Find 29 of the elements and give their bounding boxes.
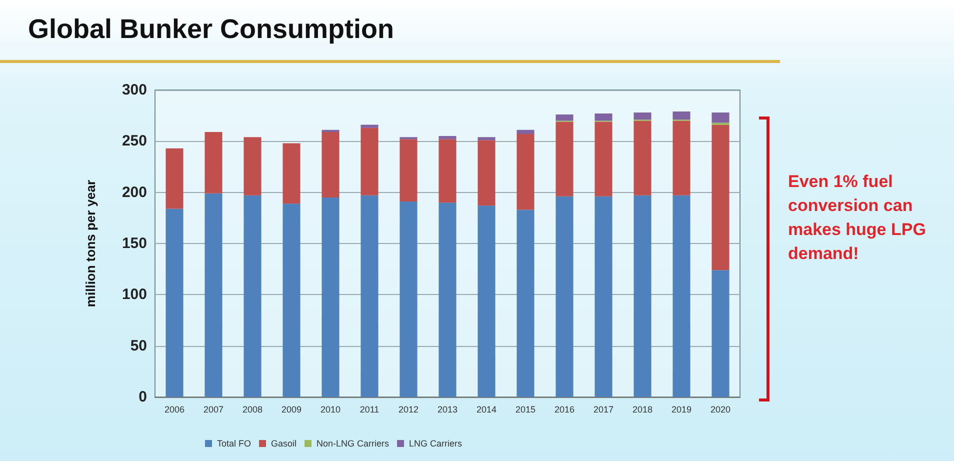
- legend-label: LNG Carriers: [409, 438, 463, 448]
- y-tick-label: 50: [130, 337, 147, 354]
- x-tick-label: 2019: [671, 404, 692, 414]
- x-tick-label: 2018: [632, 404, 653, 414]
- x-tick-label: 2020: [710, 404, 731, 414]
- x-tick-label: 2009: [281, 404, 302, 414]
- legend-label: Gasoil: [271, 438, 297, 448]
- x-tick-label: 2016: [554, 404, 575, 414]
- legend-label: Total FO: [217, 438, 252, 448]
- y-tick-label: 150: [122, 235, 147, 252]
- y-tick-label: 300: [122, 82, 147, 98]
- y-tick-label: 0: [138, 388, 147, 406]
- x-tick-label: 2008: [242, 404, 263, 414]
- y-axis-title: million tons per year: [83, 180, 98, 308]
- legend-label: Non-LNG Carriers: [316, 438, 390, 448]
- x-tick-label: 2017: [593, 404, 614, 414]
- x-tick-label: 2006: [164, 404, 185, 414]
- x-tick-label: 2011: [360, 404, 380, 414]
- x-tick-label: 2010: [320, 404, 341, 414]
- x-tick-label: 2015: [515, 404, 536, 414]
- x-tick-label: 2014: [476, 404, 497, 414]
- y-tick-label: 200: [122, 184, 147, 201]
- y-tick-label: 100: [122, 286, 147, 304]
- chart-title: Global Bunker Consumption: [28, 14, 394, 45]
- x-tick-label: 2007: [203, 404, 224, 414]
- text: Even 1% fuel conversion can makes huge LPG demand!: [788, 171, 927, 265]
- x-tick-label: 2013: [437, 404, 458, 414]
- x-tick-label: 2012: [398, 404, 419, 414]
- y-tick-label: 250: [122, 132, 147, 150]
